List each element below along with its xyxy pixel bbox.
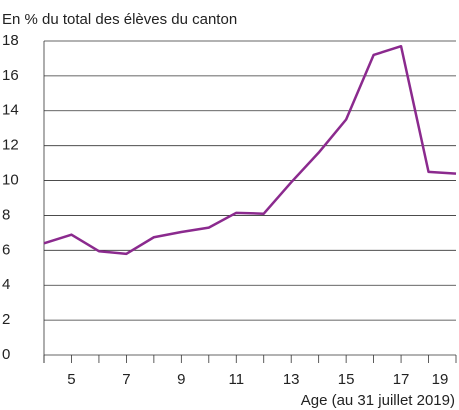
y-tick-label: 10 <box>2 172 19 189</box>
y-tick-label: 12 <box>2 137 19 154</box>
x-axis-label: Age (au 31 juillet 2019) <box>301 392 455 409</box>
x-tick-label: 5 <box>67 371 75 388</box>
x-tick-label: 11 <box>228 371 244 388</box>
y-tick-label: 16 <box>2 67 19 84</box>
y-tick-label: 8 <box>2 206 10 223</box>
y-tick-label: 18 <box>2 32 19 49</box>
x-tick-label: 13 <box>283 371 300 388</box>
y-axis-label: En % du total des élèves du canton <box>2 11 237 28</box>
x-tick-label: 7 <box>122 371 130 388</box>
y-tick-label: 0 <box>2 346 10 363</box>
data-line <box>43 44 457 256</box>
x-tick-label: 17 <box>393 371 410 388</box>
x-tick-label: 19 <box>432 371 449 388</box>
x-tick-label: 15 <box>338 371 355 388</box>
x-tick-label: 9 <box>177 371 185 388</box>
y-tick-label: 4 <box>2 276 10 293</box>
y-tick-label: 6 <box>2 241 10 258</box>
y-tick-label: 14 <box>2 102 19 119</box>
y-tick-label: 2 <box>2 311 10 328</box>
